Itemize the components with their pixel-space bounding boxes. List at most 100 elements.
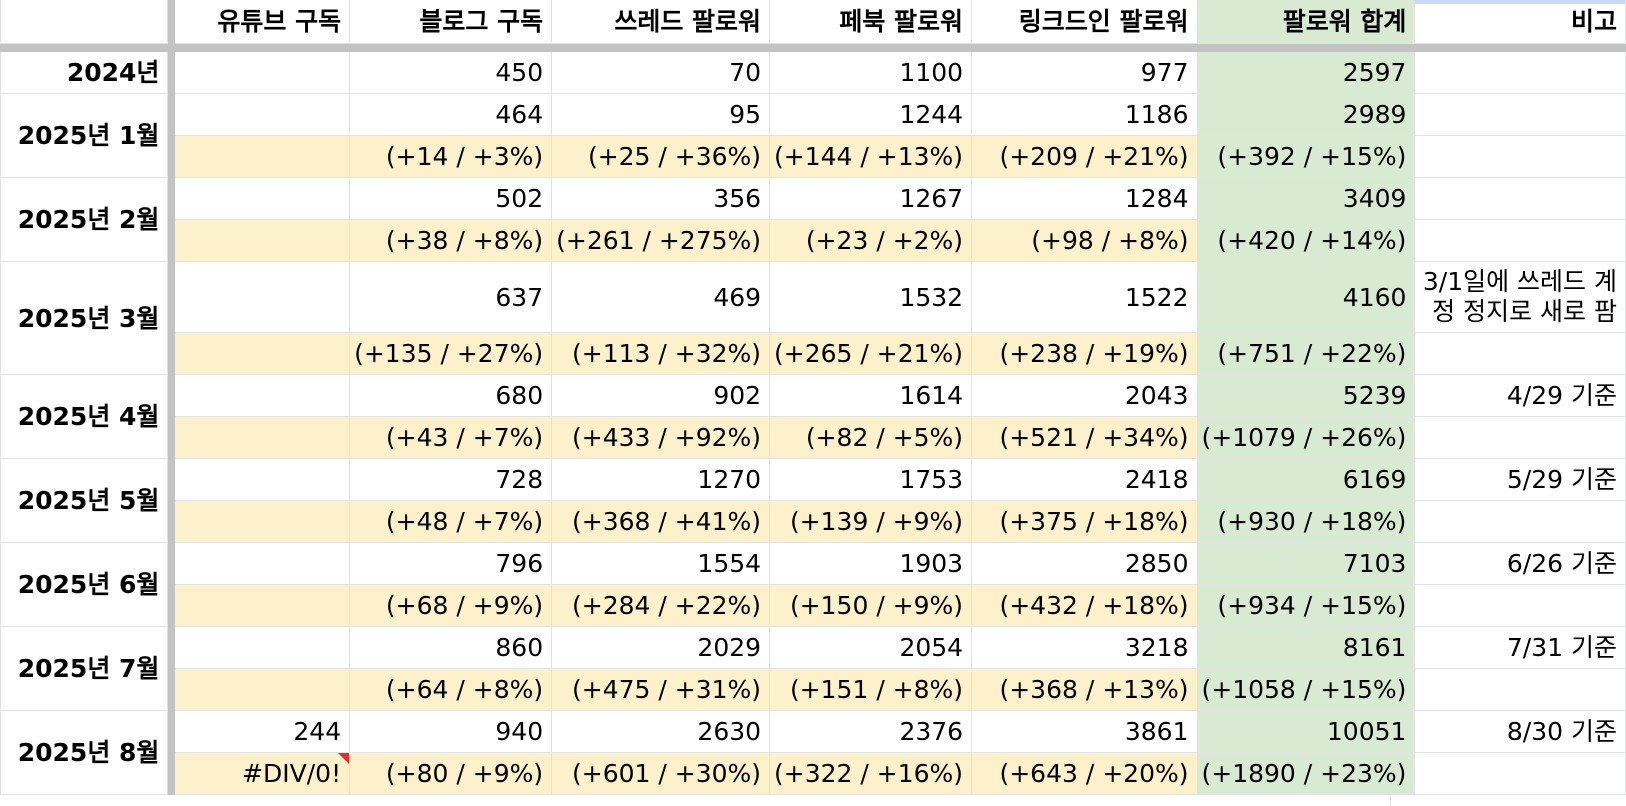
cell-total-change[interactable]: (+930 / +18%) <box>1196 500 1416 543</box>
cell-linkedin-change[interactable]: (+432 / +18%) <box>971 584 1198 627</box>
cell-note-change[interactable] <box>1414 668 1626 711</box>
cell-blog[interactable]: 464 <box>349 93 553 136</box>
cell-blog-change[interactable]: (+64 / +8%) <box>349 668 553 711</box>
cell-linkedin[interactable]: 977 <box>971 51 1198 94</box>
cell-facebook-change[interactable]: (+23 / +2%) <box>769 219 973 262</box>
header-facebook[interactable]: 페북 팔로워 <box>769 0 973 44</box>
cell-blog[interactable]: 940 <box>349 710 553 753</box>
cell-note-change[interactable] <box>1414 135 1626 178</box>
cell-total[interactable]: 5239 <box>1196 374 1416 417</box>
cell-facebook-change[interactable]: (+322 / +16%) <box>769 752 973 795</box>
cell-threads-change[interactable]: (+25 / +36%) <box>551 135 771 178</box>
cell-threads-change[interactable]: (+284 / +22%) <box>551 584 771 627</box>
cell-total[interactable]: 6169 <box>1196 458 1416 501</box>
cell-note[interactable]: 7/31 기준 <box>1414 626 1626 669</box>
cell-blog-change[interactable]: (+38 / +8%) <box>349 219 553 262</box>
cell-note[interactable]: 3/1일에 쓰레드 계정 정지로 새로 팜 <box>1414 261 1626 333</box>
cell-youtube[interactable]: 244 <box>173 710 351 753</box>
cell-threads[interactable]: 95 <box>551 93 771 136</box>
cell-threads[interactable]: 70 <box>551 51 771 94</box>
header-blog[interactable]: 블로그 구독 <box>349 0 553 44</box>
cell-facebook[interactable]: 1100 <box>769 51 973 94</box>
cell-note-change[interactable] <box>1414 584 1626 627</box>
cell-linkedin-change[interactable]: (+368 / +13%) <box>971 668 1198 711</box>
cell-note[interactable]: 6/26 기준 <box>1414 542 1626 585</box>
row-label[interactable]: 2025년 2월 <box>0 177 169 262</box>
cell-total[interactable]: 2989 <box>1196 93 1416 136</box>
cell-threads-change[interactable]: (+601 / +30%) <box>551 752 771 795</box>
row-label[interactable]: 2025년 7월 <box>0 626 169 711</box>
cell-youtube-change[interactable] <box>173 219 351 262</box>
cell-blog[interactable]: 796 <box>349 542 553 585</box>
cell-total-change[interactable]: (+420 / +14%) <box>1196 219 1416 262</box>
cell-blog[interactable]: 860 <box>349 626 553 669</box>
cell-facebook[interactable]: 1614 <box>769 374 973 417</box>
cell-linkedin[interactable]: 2850 <box>971 542 1198 585</box>
cell-blog-change[interactable]: (+43 / +7%) <box>349 416 553 459</box>
cell-youtube-change[interactable] <box>173 332 351 375</box>
frozen-row-divider[interactable] <box>0 43 1626 52</box>
cell-threads[interactable]: 1270 <box>551 458 771 501</box>
cell-threads[interactable]: 902 <box>551 374 771 417</box>
cell-facebook-change[interactable]: (+82 / +5%) <box>769 416 973 459</box>
row-label[interactable]: 2025년 1월 <box>0 93 169 178</box>
cell-threads-change[interactable]: (+368 / +41%) <box>551 500 771 543</box>
cell-facebook-change[interactable]: (+150 / +9%) <box>769 584 973 627</box>
cell-youtube-change[interactable] <box>173 668 351 711</box>
cell-youtube[interactable] <box>173 261 351 333</box>
row-label[interactable]: 2024년 <box>0 51 169 94</box>
cell-youtube[interactable] <box>173 177 351 220</box>
cell-linkedin[interactable]: 2043 <box>971 374 1198 417</box>
cell-facebook[interactable]: 1903 <box>769 542 973 585</box>
corner-cell[interactable] <box>0 0 169 44</box>
row-label[interactable]: 2025년 6월 <box>0 542 169 627</box>
cell-blog-change[interactable]: (+135 / +27%) <box>349 332 553 375</box>
cell-threads-change[interactable]: (+261 / +275%) <box>551 219 771 262</box>
cell-linkedin[interactable]: 1284 <box>971 177 1198 220</box>
cell-youtube-change[interactable] <box>173 500 351 543</box>
cell-facebook[interactable]: 1267 <box>769 177 973 220</box>
cell-linkedin-change[interactable]: (+98 / +8%) <box>971 219 1198 262</box>
cell-threads-change[interactable]: (+433 / +92%) <box>551 416 771 459</box>
cell-threads[interactable]: 356 <box>551 177 771 220</box>
cell-total-change[interactable]: (+1890 / +23%) <box>1196 752 1416 795</box>
cell-blog[interactable]: 728 <box>349 458 553 501</box>
cell-facebook-change[interactable]: (+139 / +9%) <box>769 500 973 543</box>
cell-total[interactable]: 4160 <box>1196 261 1416 333</box>
cell-facebook[interactable]: 2376 <box>769 710 973 753</box>
header-youtube[interactable]: 유튜브 구독 <box>173 0 351 44</box>
cell-blog-change[interactable]: (+48 / +7%) <box>349 500 553 543</box>
cell-facebook-change[interactable]: (+151 / +8%) <box>769 668 973 711</box>
cell-linkedin-change[interactable]: (+238 / +19%) <box>971 332 1198 375</box>
cell-total-change[interactable]: (+1079 / +26%) <box>1196 416 1416 459</box>
cell-youtube-change[interactable] <box>173 416 351 459</box>
cell-youtube[interactable] <box>173 458 351 501</box>
cell-linkedin-change[interactable]: (+521 / +34%) <box>971 416 1198 459</box>
cell-linkedin[interactable]: 1186 <box>971 93 1198 136</box>
cell-youtube[interactable] <box>173 542 351 585</box>
cell-youtube[interactable] <box>173 51 351 94</box>
cell-note-change[interactable] <box>1414 500 1626 543</box>
row-label[interactable]: 2025년 8월 <box>0 710 169 795</box>
cell-total[interactable]: 8161 <box>1196 626 1416 669</box>
cell-facebook[interactable]: 1753 <box>769 458 973 501</box>
cell-note[interactable]: 4/29 기준 <box>1414 374 1626 417</box>
cell-linkedin[interactable]: 1522 <box>971 261 1198 333</box>
cell-facebook-change[interactable]: (+144 / +13%) <box>769 135 973 178</box>
cell-threads[interactable]: 469 <box>551 261 771 333</box>
cell-linkedin[interactable]: 2418 <box>971 458 1198 501</box>
cell-blog-change[interactable]: (+80 / +9%) <box>349 752 553 795</box>
cell-note[interactable]: 5/29 기준 <box>1414 458 1626 501</box>
cell-blog[interactable]: 450 <box>349 51 553 94</box>
cell-note-change[interactable] <box>1414 219 1626 262</box>
cell-blog[interactable]: 502 <box>349 177 553 220</box>
cell-facebook[interactable]: 2054 <box>769 626 973 669</box>
cell-youtube-change[interactable] <box>173 135 351 178</box>
cell-note-change[interactable] <box>1414 416 1626 459</box>
cell-total[interactable]: 7103 <box>1196 542 1416 585</box>
cell-threads[interactable]: 2630 <box>551 710 771 753</box>
cell-youtube[interactable] <box>173 374 351 417</box>
cell-linkedin[interactable]: 3218 <box>971 626 1198 669</box>
header-threads[interactable]: 쓰레드 팔로워 <box>551 0 771 44</box>
cell-total-change[interactable]: (+751 / +22%) <box>1196 332 1416 375</box>
